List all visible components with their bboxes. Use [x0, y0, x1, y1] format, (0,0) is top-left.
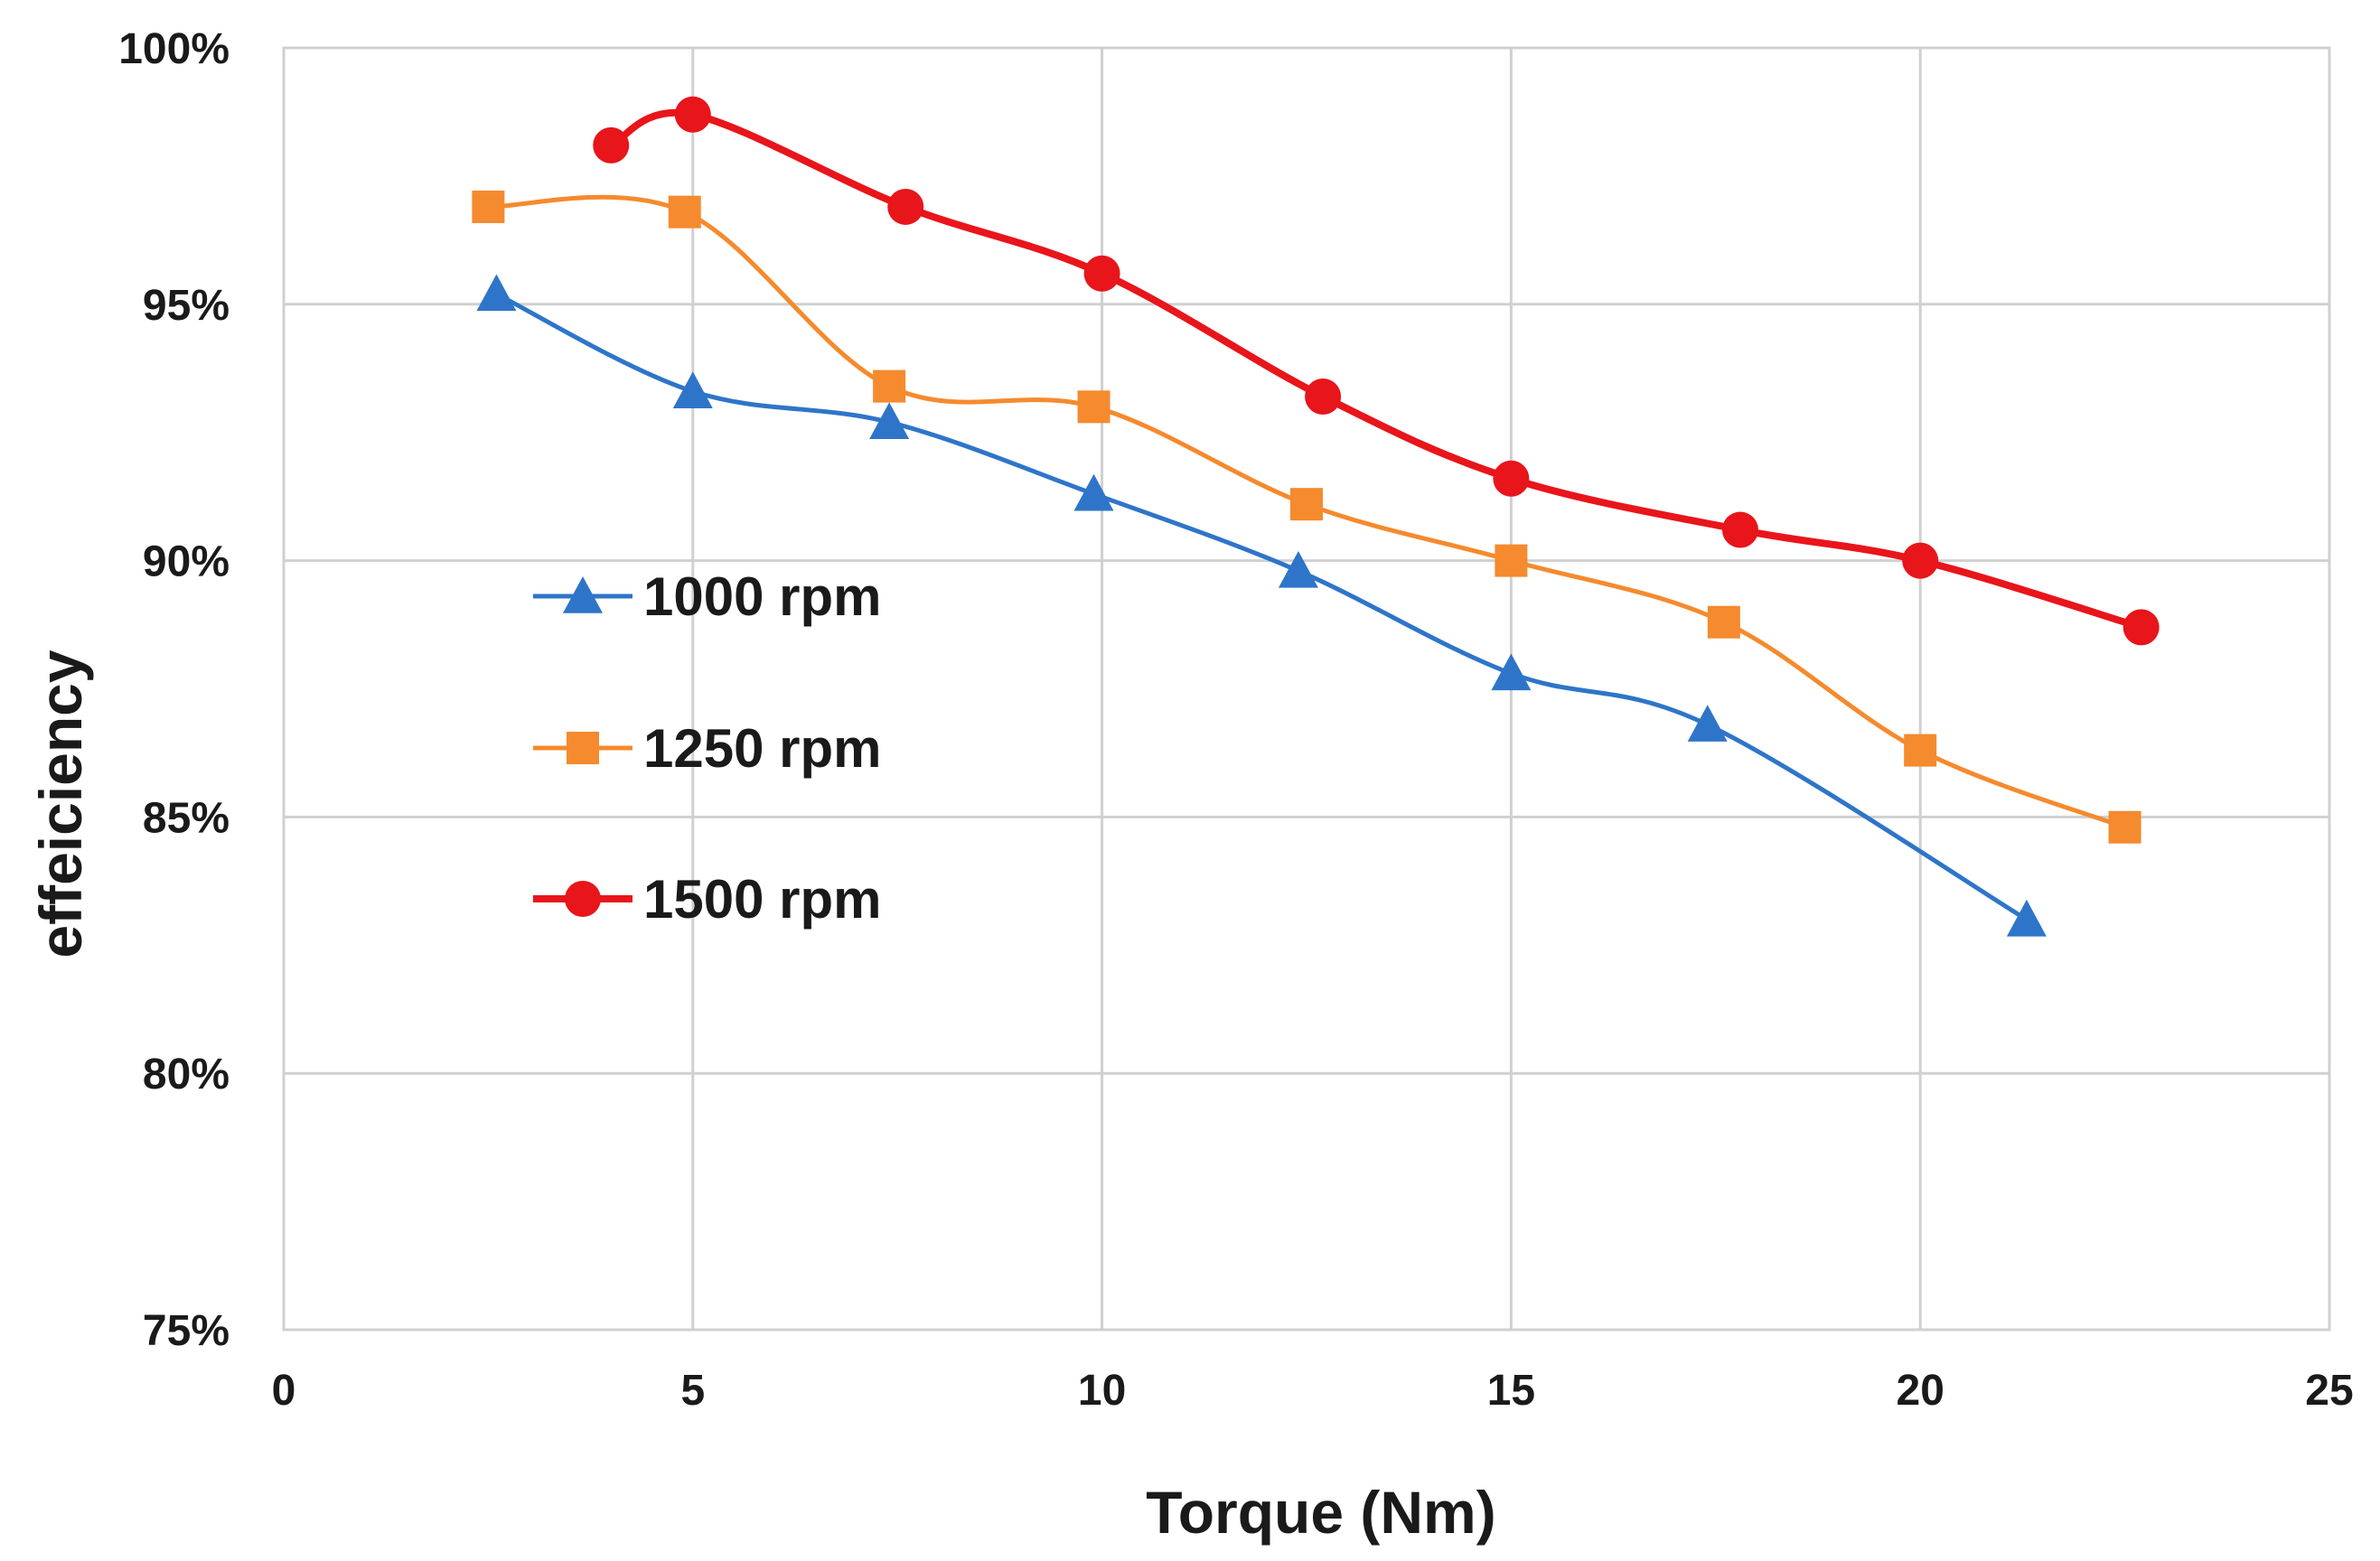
- data-point-triangle: [672, 371, 713, 408]
- axes: 0 5 10 15 20 25 75% 80% 85% 90% 95% 100%: [118, 25, 2353, 1415]
- data-point-square: [873, 369, 906, 403]
- data-point-triangle: [1491, 653, 1532, 691]
- data-point-circle: [887, 188, 924, 225]
- series-1250-rpm: [472, 190, 2141, 844]
- legend-item: 1500 rpm: [533, 869, 882, 930]
- y-tick-label: 100%: [118, 25, 230, 73]
- y-tick-label: 75%: [143, 1307, 230, 1355]
- x-tick-label: 0: [272, 1367, 296, 1415]
- data-point-triangle: [476, 274, 517, 312]
- data-point-square: [2108, 810, 2141, 844]
- data-point-circle: [1305, 378, 1342, 415]
- data-point-square: [1904, 734, 1937, 767]
- legend-item: 1000 rpm: [533, 566, 882, 627]
- y-tick-label: 85%: [143, 794, 230, 842]
- data-point-triangle: [1278, 550, 1318, 588]
- series-layer: [472, 96, 2160, 937]
- x-tick-label: 10: [1078, 1367, 1126, 1415]
- data-point-circle: [674, 96, 711, 133]
- x-tick-label: 15: [1487, 1367, 1535, 1415]
- x-axis-title: Torque (Nm): [1146, 1479, 1495, 1546]
- legend-marker-circle: [565, 881, 601, 917]
- legend-marker-triangle: [563, 576, 603, 613]
- data-point-circle: [1902, 542, 1939, 579]
- x-tick-label: 5: [680, 1367, 705, 1415]
- y-tick-label: 90%: [143, 538, 230, 586]
- legend-marker-square: [567, 732, 599, 764]
- data-point-square: [1495, 544, 1528, 577]
- data-point-triangle: [1687, 705, 1728, 742]
- data-point-circle: [1493, 460, 1530, 497]
- data-point-square: [1707, 605, 1740, 639]
- legend-label: 1000 rpm: [643, 566, 882, 627]
- data-point-circle: [2122, 609, 2160, 646]
- series-1000-rpm: [476, 274, 2047, 937]
- data-point-circle: [1721, 511, 1758, 548]
- data-point-triangle: [869, 402, 910, 440]
- series-1500-rpm: [593, 96, 2160, 646]
- data-point-square: [1077, 390, 1110, 424]
- legend-item: 1250 rpm: [533, 718, 882, 779]
- data-point-circle: [593, 126, 630, 164]
- data-point-circle: [1083, 255, 1120, 292]
- x-tick-label: 20: [1897, 1367, 1944, 1415]
- x-tick-label: 25: [2305, 1367, 2353, 1415]
- legend: 1000 rpm 1250 rpm 1500 rpm: [533, 566, 882, 930]
- data-point-square: [1290, 488, 1323, 521]
- data-point-triangle: [2006, 899, 2047, 937]
- y-tick-label: 80%: [143, 1051, 230, 1098]
- legend-label: 1250 rpm: [643, 718, 882, 779]
- y-axis-title: effeiciency: [27, 650, 94, 958]
- data-point-square: [668, 195, 701, 229]
- data-point-square: [472, 190, 505, 223]
- y-tick-label: 95%: [143, 282, 230, 330]
- legend-label: 1500 rpm: [643, 869, 882, 930]
- data-point-triangle: [1073, 473, 1114, 511]
- gridlines: [282, 46, 2331, 1332]
